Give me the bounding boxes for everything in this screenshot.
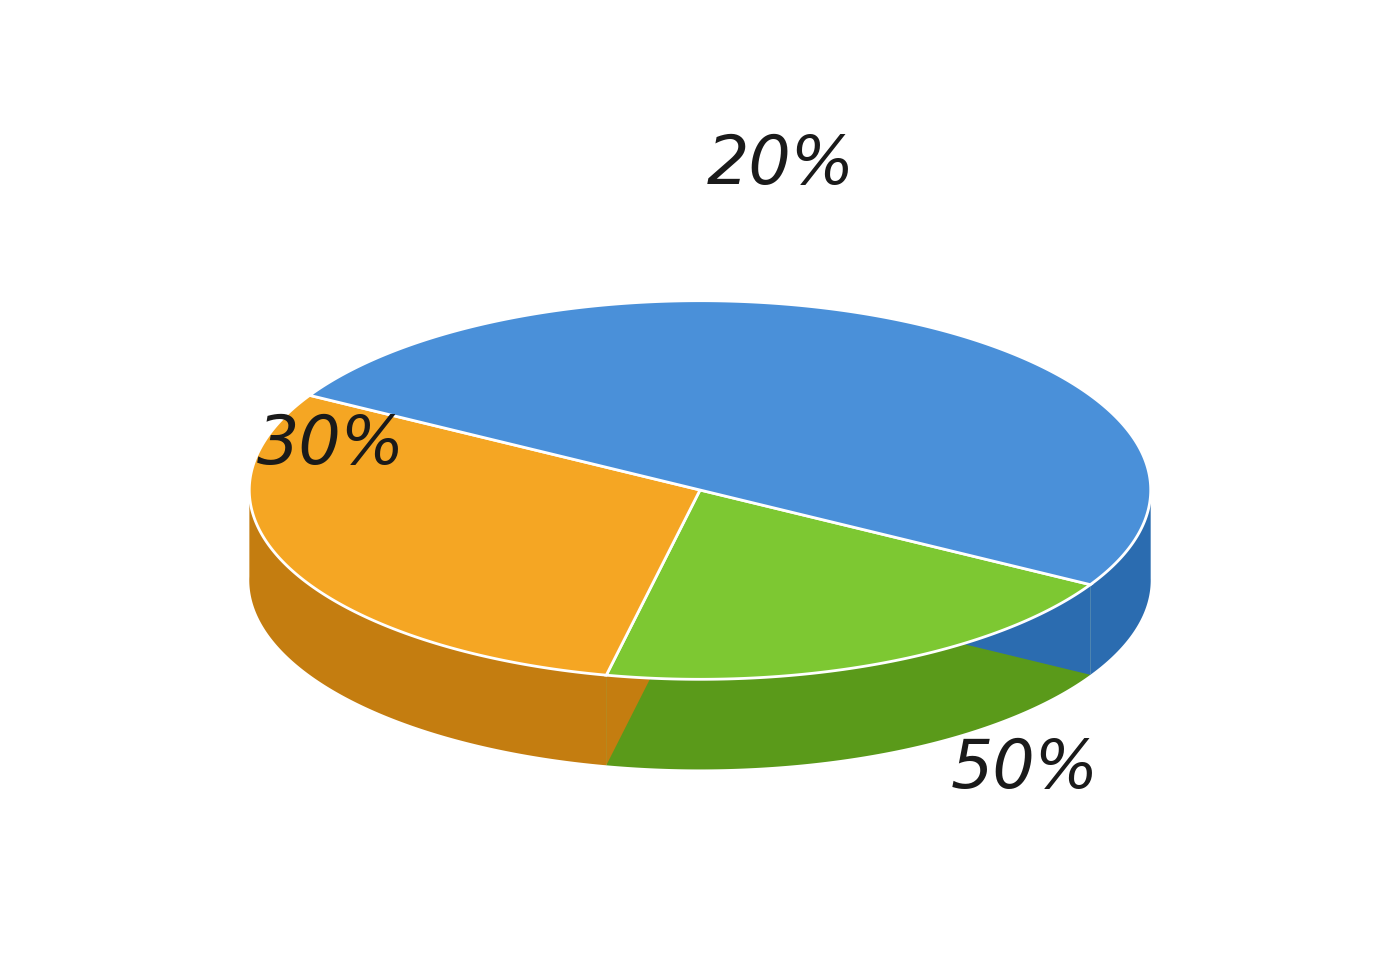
Polygon shape xyxy=(249,486,606,765)
Text: 30%: 30% xyxy=(256,412,405,478)
Polygon shape xyxy=(606,490,700,765)
Polygon shape xyxy=(606,585,1091,769)
Text: 20%: 20% xyxy=(707,132,855,199)
Polygon shape xyxy=(1091,488,1151,675)
Polygon shape xyxy=(309,301,1151,585)
Polygon shape xyxy=(606,490,1091,679)
Polygon shape xyxy=(249,395,700,675)
Polygon shape xyxy=(700,490,1091,675)
Text: 50%: 50% xyxy=(951,736,1099,803)
